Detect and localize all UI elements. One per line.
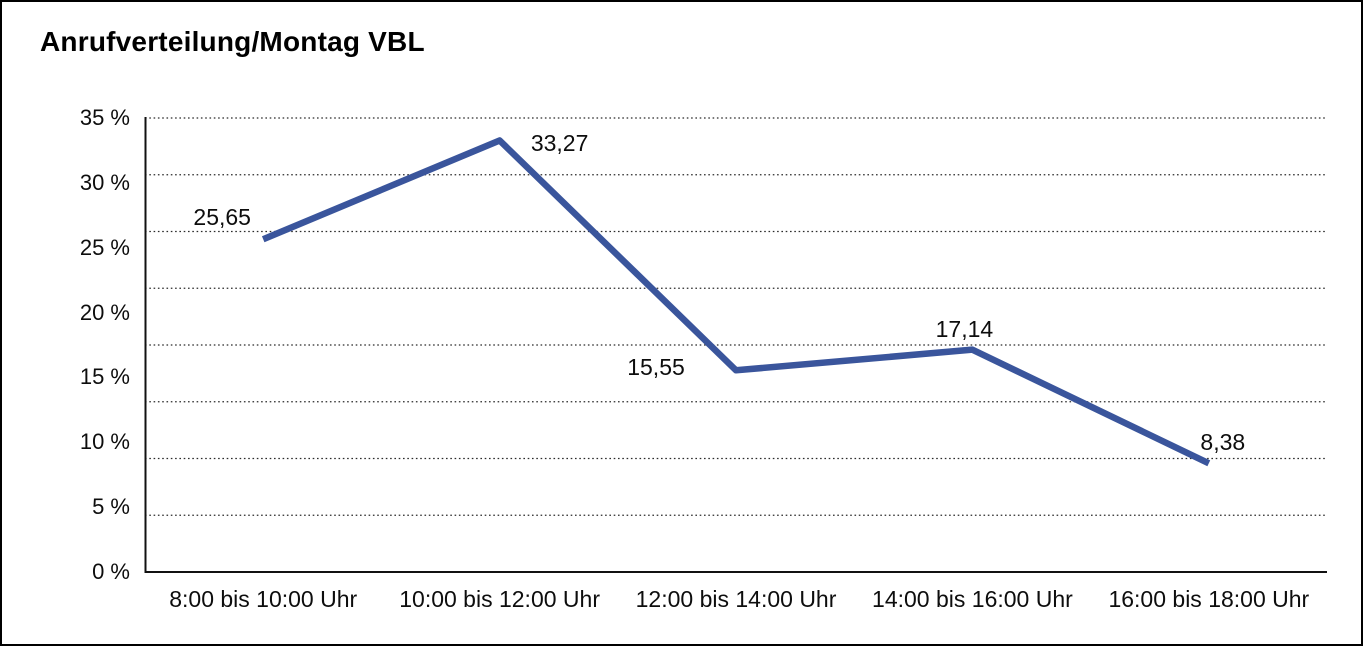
x-axis-tick-labels: 8:00 bis 10:00 Uhr 10:00 bis 12:00 Uhr 1… bbox=[145, 585, 1327, 613]
y-tick-label: 0 % bbox=[92, 558, 130, 584]
x-tick-label: 16:00 bis 18:00 Uhr bbox=[1108, 586, 1310, 612]
x-tick-label: 10:00 bis 12:00 Uhr bbox=[399, 586, 600, 612]
x-tick-label: 12:00 bis 14:00 Uhr bbox=[635, 586, 837, 612]
y-tick-label: 5 % bbox=[92, 494, 130, 520]
data-point-label: 25,65 bbox=[193, 204, 251, 231]
y-tick-label: 20 % bbox=[79, 299, 130, 325]
y-tick-label: 30 % bbox=[79, 169, 130, 195]
data-point-label: 33,27 bbox=[530, 130, 589, 157]
y-tick-label: 35 % bbox=[79, 105, 130, 130]
x-tick-label: 8:00 bis 10:00 Uhr bbox=[169, 586, 358, 612]
y-tick-label: 10 % bbox=[79, 429, 130, 455]
data-point-label: 8,38 bbox=[1200, 429, 1246, 456]
y-tick-label: 25 % bbox=[79, 234, 130, 260]
series-line bbox=[261, 137, 1211, 467]
data-point-label: 17,14 bbox=[935, 315, 994, 342]
data-point-label: 15,55 bbox=[627, 354, 685, 381]
y-tick-label: 15 % bbox=[79, 364, 130, 390]
x-tick-label: 14:00 bis 16:00 Uhr bbox=[872, 586, 1073, 612]
chart-title: Anrufverteilung/Montag VBL bbox=[40, 26, 425, 57]
y-axis-tick-labels: 35 % 30 % 25 % 20 % 15 % 10 % 5 % 0 % bbox=[2, 104, 130, 586]
